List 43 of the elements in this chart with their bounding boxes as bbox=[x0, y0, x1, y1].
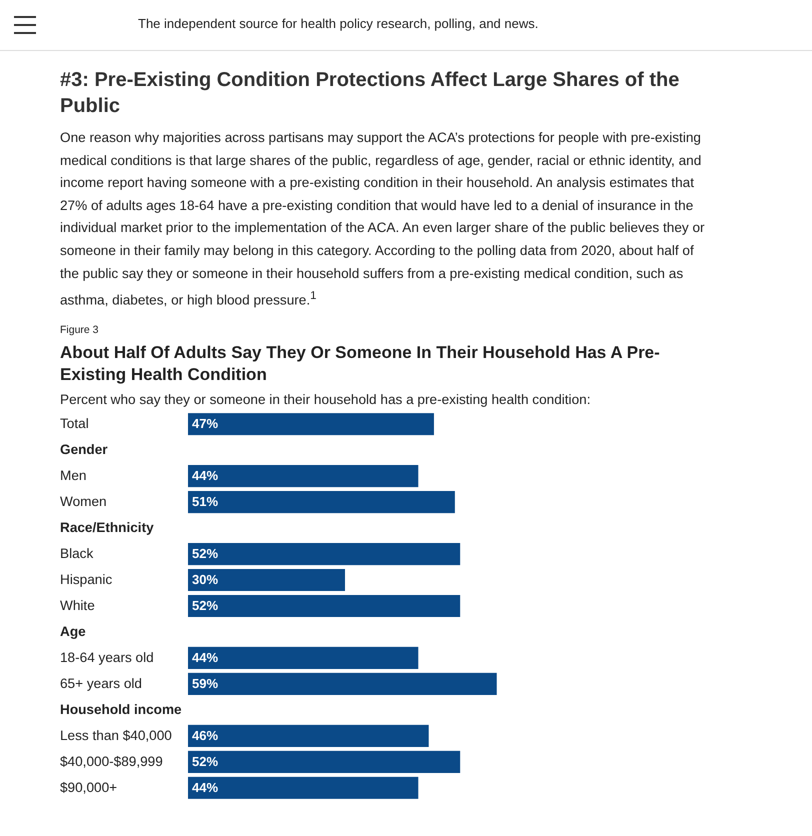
bar bbox=[188, 725, 429, 748]
data-label: 59% bbox=[192, 676, 218, 692]
y-tick-label: Household income bbox=[60, 702, 182, 718]
y-tick-label: Hispanic bbox=[60, 572, 112, 588]
data-label: 47% bbox=[192, 416, 218, 432]
bar bbox=[188, 491, 455, 514]
data-label: 52% bbox=[192, 754, 218, 770]
text: #3: Pre-Existing Condition Protections Affect Large Shares of the Public bbox=[60, 68, 680, 119]
bar bbox=[188, 777, 418, 800]
y-tick-label: 18-64 years old bbox=[60, 650, 154, 666]
y-tick-label: Women bbox=[60, 494, 107, 510]
bar bbox=[188, 647, 418, 670]
bar bbox=[188, 673, 497, 696]
bar bbox=[188, 595, 460, 618]
y-tick-label: 65+ years old bbox=[60, 676, 142, 692]
y-tick-label: White bbox=[60, 598, 95, 614]
data-label: 52% bbox=[192, 598, 218, 614]
bar bbox=[188, 751, 460, 774]
y-tick-label: $90,000+ bbox=[60, 780, 118, 796]
y-tick-label: Age bbox=[60, 624, 86, 640]
data-label: 51% bbox=[192, 494, 218, 510]
y-tick-label: $40,000-$89,999 bbox=[60, 754, 163, 770]
y-tick-label: Race/Ethnicity bbox=[60, 520, 154, 536]
y-tick-label: Total bbox=[60, 416, 89, 432]
y-tick-label: Men bbox=[60, 468, 86, 484]
data-label: 44% bbox=[192, 780, 218, 796]
data-label: 44% bbox=[192, 650, 218, 666]
data-label: 46% bbox=[192, 728, 218, 744]
data-label: 30% bbox=[192, 572, 218, 588]
y-tick-label: Gender bbox=[60, 442, 108, 458]
text: One reason why majorities across partisans may support the ACA’s protections for people with pre-existing medical conditions is that large shares of the public, regardless of age, gender, racial or ethnic identity, and income report having someone with a pre-existing condition in their household. An analysis estimates that 27% of adults ages 18-64 have a pre-existing condition that would have led to a denial of insurance in the individual market prior to the implementation of the ACA. An even larger share of the public believes they or someone in their family may belong in this category. According to the polling data from 2020, about half of the public say they or someone in their household suffers from a pre-existing medical condition, such as asthma, diabetes, or high blood pressure.$^{1}$ bbox=[60, 130, 705, 308]
data-label: 44% bbox=[192, 468, 218, 484]
data-label: 52% bbox=[192, 546, 218, 562]
bar bbox=[188, 465, 418, 488]
y-tick-label: Less than $40,000 bbox=[60, 728, 172, 744]
chart-title: About Half Of Adults Say They Or Someone In Their Household Has A Pre-Existing Health Condition bbox=[60, 342, 661, 386]
text: The independent source for health policy research, polling, and news. bbox=[138, 16, 538, 31]
bar bbox=[188, 413, 434, 436]
caption: Figure 3 bbox=[60, 324, 100, 336]
chart-subtitle: Percent who say they or someone in their household has a pre-existing health condition: bbox=[60, 392, 592, 408]
bar bbox=[188, 543, 460, 566]
bar bbox=[188, 569, 345, 592]
y-tick-label: Black bbox=[60, 546, 94, 562]
